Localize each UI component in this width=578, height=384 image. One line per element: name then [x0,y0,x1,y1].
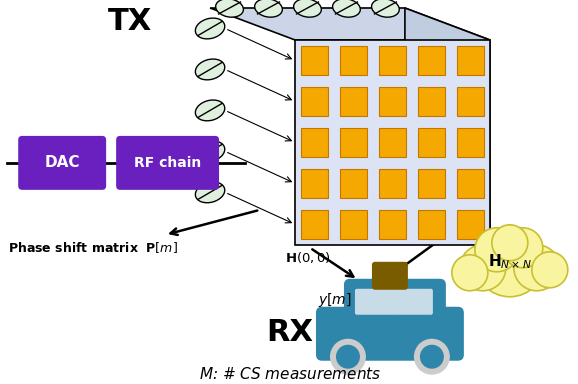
Bar [301,46,328,75]
Bar [379,169,406,198]
Text: $\mathbf{H}(0,0)$: $\mathbf{H}(0,0)$ [285,250,331,265]
Polygon shape [405,8,490,245]
FancyBboxPatch shape [116,136,219,190]
Circle shape [475,227,545,297]
Bar [418,210,445,239]
Circle shape [514,245,560,291]
Ellipse shape [195,100,225,121]
Bar [457,128,484,157]
Circle shape [460,245,506,291]
Circle shape [414,339,450,375]
Bar [418,128,445,157]
Bar [379,128,406,157]
Bar [418,169,445,198]
Bar [418,46,445,75]
FancyBboxPatch shape [393,289,433,315]
Circle shape [420,345,444,369]
Text: RX: RX [266,318,313,347]
FancyBboxPatch shape [18,136,106,190]
FancyBboxPatch shape [344,279,446,327]
Ellipse shape [255,0,283,17]
Ellipse shape [195,18,225,39]
Circle shape [503,228,543,268]
Polygon shape [210,8,490,40]
Circle shape [532,252,568,288]
Bar [340,46,367,75]
FancyBboxPatch shape [355,289,395,315]
Bar [301,87,328,116]
Text: $\mathbf{H}_{N\times N}$: $\mathbf{H}_{N\times N}$ [488,252,532,271]
Bar [457,87,484,116]
Bar [340,87,367,116]
Bar [379,87,406,116]
Circle shape [475,228,519,272]
Circle shape [492,225,528,261]
Ellipse shape [195,141,225,162]
Text: $\mathbf{H}(4,5)$: $\mathbf{H}(4,5)$ [432,224,478,239]
Bar [301,210,328,239]
Bar [457,210,484,239]
Bar [379,46,406,75]
FancyBboxPatch shape [372,262,408,290]
Bar [457,169,484,198]
Ellipse shape [216,0,243,17]
Circle shape [336,345,360,369]
Ellipse shape [294,0,321,17]
Bar [301,128,328,157]
Text: DAC: DAC [45,156,80,170]
Text: RF chain: RF chain [134,156,201,170]
Text: $y[m]$: $y[m]$ [318,291,352,309]
FancyBboxPatch shape [316,307,464,361]
Text: TX: TX [108,7,152,36]
Bar [340,169,367,198]
Polygon shape [295,40,490,245]
Bar [340,210,367,239]
Ellipse shape [372,0,399,17]
Bar [379,210,406,239]
Bar [340,128,367,157]
Circle shape [452,255,488,291]
Text: $M$: # CS measurements: $M$: # CS measurements [199,366,381,382]
Bar [457,46,484,75]
Ellipse shape [332,0,360,17]
Circle shape [330,339,366,375]
Bar [301,169,328,198]
Ellipse shape [195,182,225,203]
Text: Phase shift matrix  $\mathbf{P}[m]$: Phase shift matrix $\mathbf{P}[m]$ [8,240,178,255]
Bar [418,87,445,116]
Ellipse shape [195,59,225,80]
